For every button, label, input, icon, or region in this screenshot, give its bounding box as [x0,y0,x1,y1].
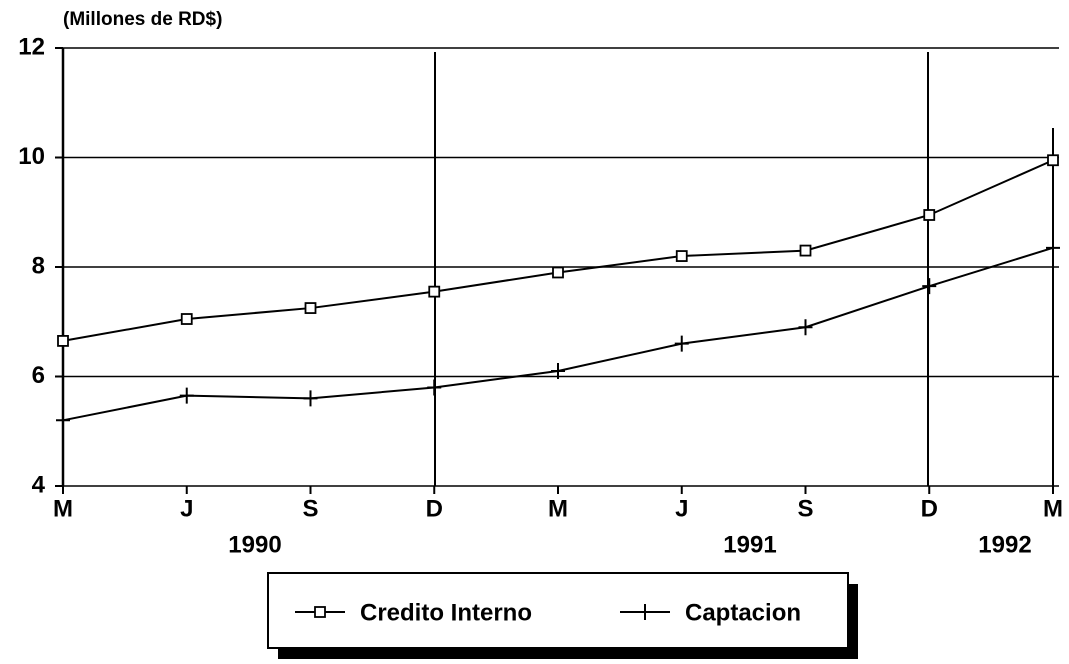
year-label: 1990 [228,531,281,558]
x-tick-label: S [302,495,318,522]
marker [179,387,194,404]
marker [675,250,688,262]
marker [1046,239,1060,256]
x-tick-label: M [548,495,568,522]
year-label: 1992 [978,531,1031,558]
marker [552,266,564,279]
x-tick-label: J [180,495,193,522]
marker [923,209,936,221]
legend-label: Captacion [685,599,801,626]
x-tick-label: M [53,495,73,522]
y-tick-label: 8 [32,252,45,279]
marker [427,379,442,396]
series-line [62,159,1054,342]
x-tick-label: D [921,495,938,522]
marker [551,363,565,380]
legend-label: Credito Interno [360,599,532,626]
y-tick-label: 4 [32,471,46,498]
legend: Credito Interno Captacion [295,599,801,626]
y-tick-label: 12 [18,33,45,60]
marker [57,335,69,347]
x-tick-label: S [797,495,813,522]
marker [304,302,317,314]
marker [638,604,652,620]
marker [314,606,326,618]
legend-box [267,572,849,649]
marker [180,313,193,325]
marker [922,278,937,295]
year-label: 1991 [723,531,776,558]
y-tick-label: 6 [32,362,45,389]
x-tick-label: M [1043,495,1063,522]
marker [56,412,70,429]
marker [798,319,813,336]
y-axis-label: (Millones de RD$) [63,9,222,30]
marker [303,390,318,407]
marker [1047,154,1059,167]
marker [799,244,812,257]
x-tick-label: D [426,495,443,522]
x-tick-label: J [675,495,688,522]
marker [428,285,441,298]
marker [674,335,689,352]
y-tick-label: 10 [18,143,45,170]
